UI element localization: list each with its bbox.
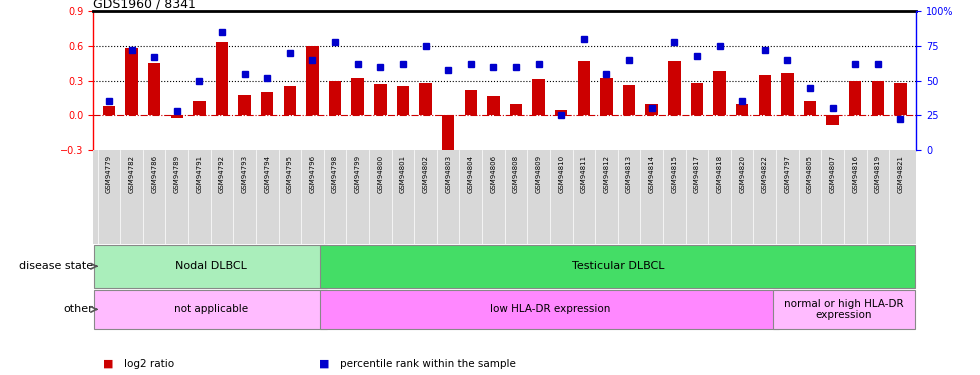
Bar: [193, 102, 206, 115]
Bar: [600, 78, 612, 116]
Text: GSM94794: GSM94794: [265, 154, 270, 193]
Bar: [442, 116, 455, 173]
Bar: [510, 104, 522, 116]
Bar: [781, 72, 794, 116]
Bar: [532, 80, 545, 116]
Text: GDS1960 / 8341: GDS1960 / 8341: [93, 0, 196, 10]
Text: GSM94798: GSM94798: [332, 154, 338, 193]
Bar: [668, 61, 680, 116]
Bar: [894, 83, 906, 116]
Text: GSM94793: GSM94793: [242, 154, 248, 193]
Bar: [555, 110, 567, 116]
Text: other: other: [64, 304, 93, 314]
Bar: [320, 290, 779, 329]
Bar: [374, 84, 386, 116]
Bar: [849, 81, 861, 116]
Bar: [352, 78, 364, 116]
Text: percentile rank within the sample: percentile rank within the sample: [340, 359, 515, 369]
Text: GSM94799: GSM94799: [355, 154, 361, 193]
Bar: [283, 86, 296, 116]
Bar: [736, 104, 749, 116]
Text: GSM94809: GSM94809: [536, 154, 542, 193]
Text: GSM94817: GSM94817: [694, 154, 700, 193]
Text: GSM94805: GSM94805: [807, 154, 813, 193]
Text: ■: ■: [103, 359, 114, 369]
Text: GSM94795: GSM94795: [287, 154, 293, 193]
Text: GSM94810: GSM94810: [559, 154, 564, 193]
Bar: [397, 86, 410, 116]
Text: GSM94797: GSM94797: [784, 154, 791, 193]
Text: GSM94808: GSM94808: [513, 154, 519, 193]
Text: log2 ratio: log2 ratio: [124, 359, 174, 369]
Text: GSM94792: GSM94792: [219, 154, 225, 193]
Text: GSM94786: GSM94786: [151, 154, 157, 193]
Bar: [691, 83, 704, 116]
Text: GSM94822: GSM94822: [761, 154, 767, 193]
Bar: [826, 116, 839, 124]
Bar: [465, 90, 477, 116]
Bar: [713, 71, 726, 116]
Text: normal or high HLA-DR
expression: normal or high HLA-DR expression: [784, 298, 904, 320]
Bar: [103, 106, 116, 116]
Bar: [487, 96, 500, 116]
Bar: [759, 75, 771, 116]
Text: GSM94791: GSM94791: [196, 154, 203, 193]
Text: GSM94801: GSM94801: [400, 154, 406, 193]
Text: GSM94804: GSM94804: [467, 154, 473, 193]
Text: GSM94796: GSM94796: [310, 154, 316, 193]
Bar: [261, 92, 273, 116]
Text: Nodal DLBCL: Nodal DLBCL: [174, 261, 247, 271]
Bar: [646, 104, 658, 116]
Text: GSM94782: GSM94782: [128, 154, 134, 193]
Text: GSM94814: GSM94814: [649, 154, 655, 193]
Bar: [94, 290, 327, 329]
Bar: [329, 81, 341, 116]
Bar: [419, 83, 432, 116]
Text: low HLA-DR expression: low HLA-DR expression: [490, 304, 611, 314]
Text: disease state: disease state: [20, 261, 93, 271]
Text: not applicable: not applicable: [173, 304, 248, 314]
Text: GSM94806: GSM94806: [490, 154, 497, 193]
Text: GSM94789: GSM94789: [173, 154, 179, 193]
Text: GSM94815: GSM94815: [671, 154, 677, 193]
Text: ■: ■: [318, 359, 329, 369]
Text: GSM94820: GSM94820: [739, 154, 745, 193]
Bar: [804, 102, 816, 115]
Text: GSM94803: GSM94803: [445, 154, 451, 193]
Bar: [94, 244, 327, 288]
Text: GSM94812: GSM94812: [604, 154, 610, 193]
Bar: [306, 46, 318, 116]
Bar: [320, 244, 915, 288]
Bar: [148, 63, 161, 116]
Text: GSM94816: GSM94816: [853, 154, 858, 193]
Bar: [623, 85, 635, 116]
Bar: [577, 61, 590, 116]
Bar: [171, 116, 183, 118]
Text: GSM94811: GSM94811: [581, 154, 587, 193]
Bar: [238, 94, 251, 116]
Text: GSM94818: GSM94818: [716, 154, 722, 193]
Text: GSM94800: GSM94800: [377, 154, 383, 193]
Bar: [216, 42, 228, 116]
Text: GSM94813: GSM94813: [626, 154, 632, 193]
Text: GSM94802: GSM94802: [422, 154, 428, 193]
Bar: [125, 48, 138, 116]
Text: GSM94821: GSM94821: [898, 154, 904, 193]
Text: GSM94779: GSM94779: [106, 154, 112, 193]
Text: Testicular DLBCL: Testicular DLBCL: [571, 261, 664, 271]
Bar: [772, 290, 915, 329]
Text: GSM94807: GSM94807: [830, 154, 836, 193]
Bar: [871, 81, 884, 116]
Text: GSM94819: GSM94819: [875, 154, 881, 193]
